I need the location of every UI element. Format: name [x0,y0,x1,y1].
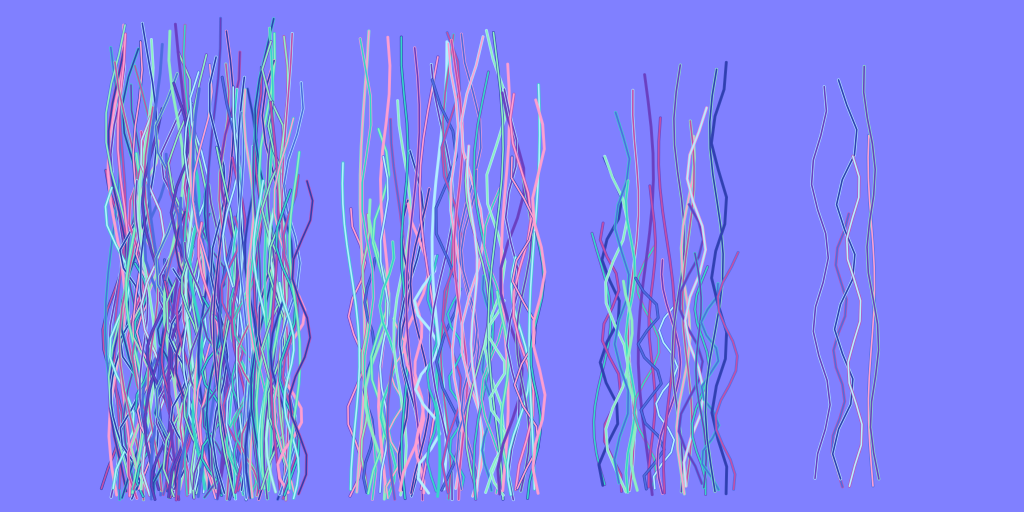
few-strands-clump [810,64,881,489]
hair-strand [496,290,514,495]
hair-strand [810,85,831,480]
hair-strand [341,162,361,491]
hair-strand [405,47,424,501]
hair-strand [278,282,300,500]
hair-strand [364,199,390,500]
hair-strand [531,99,546,495]
hair-strand [480,187,504,494]
hair-strand [220,216,246,492]
hair-strand [447,42,464,490]
hair-strand [700,282,720,491]
hair-strand [652,293,682,490]
hair-strand [846,155,863,487]
hair-strand [862,65,880,480]
sparse-clump [590,60,740,497]
hair-strand [446,288,465,491]
hair-strand [288,180,314,495]
hair-strand [455,33,482,490]
hair-strand [831,79,858,480]
hair-strand [466,145,482,500]
medium-clump [340,28,547,502]
hair-strand [119,213,141,500]
hair-strand [831,213,850,488]
hair-strand [143,106,163,492]
hair-strand [657,117,676,494]
hair-strand [155,103,185,498]
hair-strand [426,254,439,492]
hair-strand [488,299,508,496]
hair-strand [710,61,728,495]
hair-strand [714,251,739,491]
hair-strand [647,185,657,488]
hair-strand [625,180,636,494]
hair-strand [683,107,708,487]
hair-strand [140,116,165,497]
dense-clump [99,16,315,502]
hair-strand [622,280,639,492]
hair-strand [637,73,655,496]
hair-strand [634,277,665,490]
hair-strand [275,189,300,496]
hair-strand [179,143,194,495]
hair-strand [497,92,525,495]
hair-strand [356,30,370,493]
hair-strand [232,86,247,501]
hair-strand [269,101,281,492]
hair-strand [281,32,293,495]
hair-strand [362,257,376,494]
hair-strand [591,232,612,486]
hair-strand [400,36,410,500]
hair-strand [675,135,696,495]
hair-strand [113,81,127,490]
hair-strand [154,72,179,497]
hair-strand [360,213,370,493]
hair-strand [208,56,229,494]
hair-strand [377,36,391,493]
hair-strand [487,31,504,501]
hair-strand [359,37,377,501]
hair-strand [528,83,541,490]
hair-strand [414,300,425,494]
hair-strand [656,259,682,495]
hair-strand [288,151,301,490]
